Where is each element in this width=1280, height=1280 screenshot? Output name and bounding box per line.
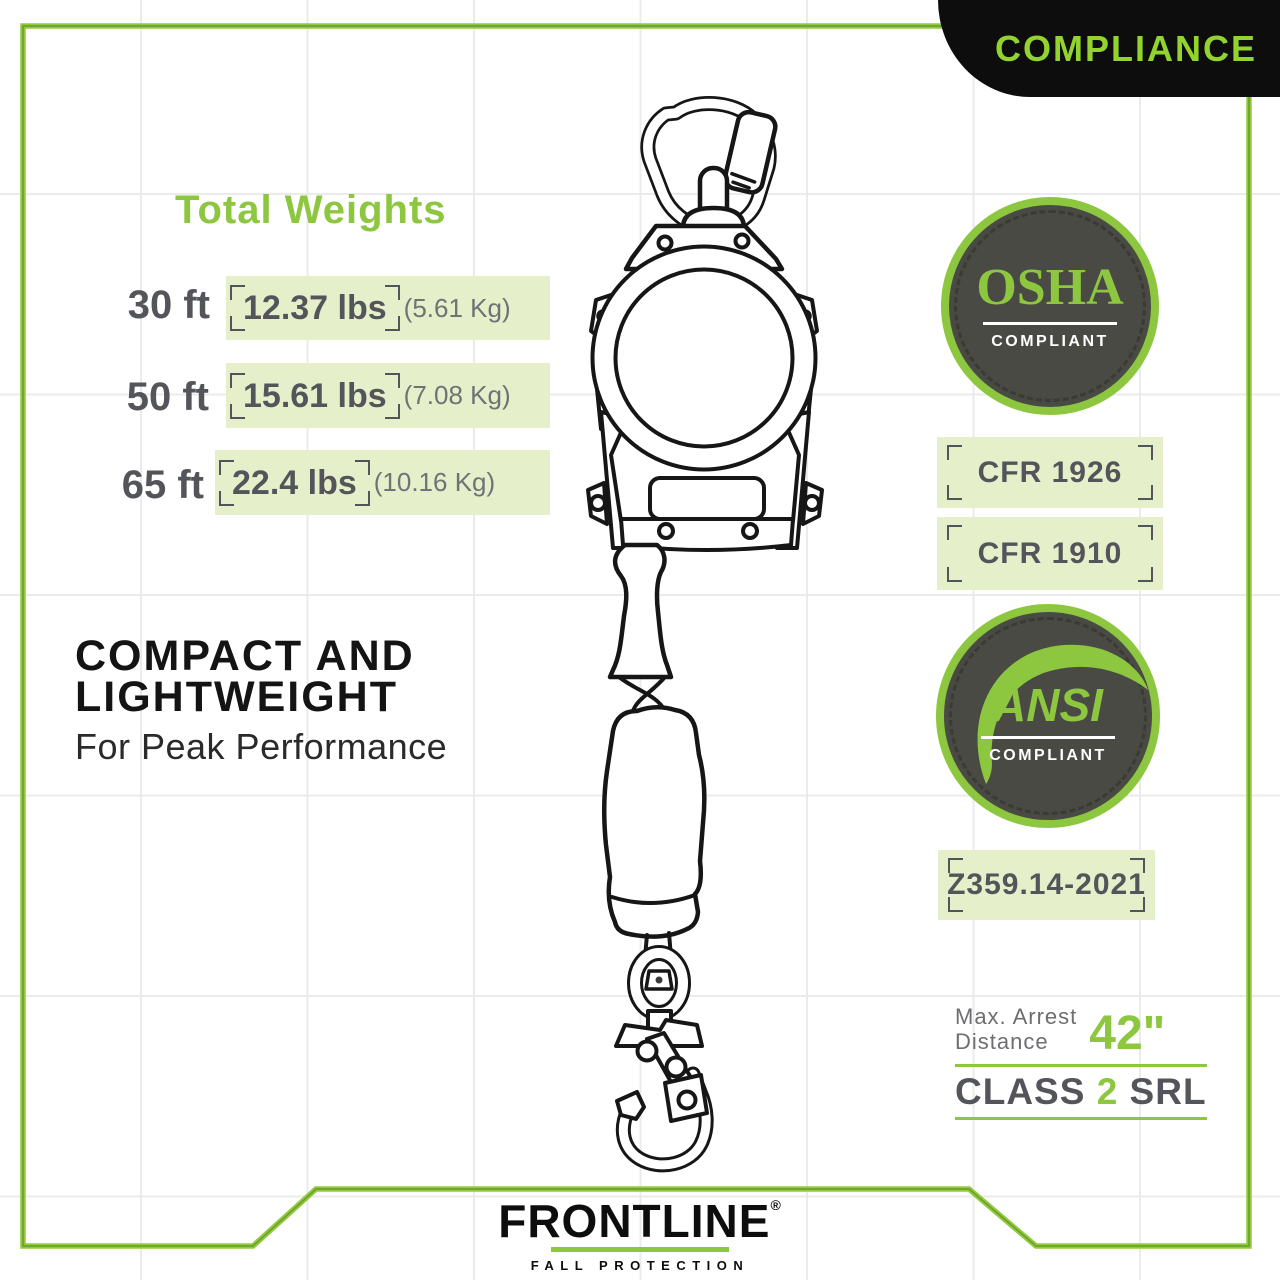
feature-title-line1: COMPACT AND (75, 632, 415, 680)
corner-bracket-icon (219, 490, 234, 506)
corner-bracket-icon (1138, 485, 1153, 500)
osha-compliant-badge: OSHA COMPLIANT (941, 197, 1159, 415)
total-weights-title: Total Weights (175, 188, 447, 232)
corner-bracket-icon (230, 316, 245, 331)
ansi-badge-label: COMPLIANT (989, 746, 1107, 764)
weight-row-length-50ft: 50 ft (126, 375, 209, 419)
badge-divider (983, 321, 1117, 325)
corner-bracket-icon (1138, 445, 1153, 460)
corner-bracket-icon (947, 567, 962, 582)
frontline-logo: FRONTLINE® FALL PROTECTION (490, 1198, 790, 1273)
ansi-swoosh-icon (977, 644, 1148, 784)
specs-block: Max. Arrest Distance 42" CLASS 2 SRL (955, 1004, 1207, 1121)
corner-bracket-icon (219, 459, 234, 475)
corner-bracket-icon (1138, 525, 1153, 540)
weight-row-30ft-highlight: 12.37 lbs (5.61 Kg) (226, 276, 550, 340)
weight-row-length-65ft: 65 ft (121, 463, 204, 507)
srl-class-label: CLASS 2 SRL (955, 1071, 1207, 1113)
registered-mark: ® (770, 1197, 782, 1213)
feature-headline: COMPACT AND LIGHTWEIGHT For Peak Perform… (75, 632, 448, 768)
srl-device (586, 96, 824, 1173)
weight-kg-value: (10.16 Kg) (373, 467, 496, 497)
max-arrest-label: Max. Arrest Distance (955, 1004, 1078, 1055)
snap-hook-icon (614, 945, 714, 1173)
ansi-compliant-badge: ANSI COMPLIANT (936, 604, 1160, 828)
housing-icon (586, 223, 824, 552)
page-border-frame (20, 23, 1252, 1249)
badge-divider (981, 735, 1115, 739)
weight-lbs-value: 22.4 lbs (219, 459, 370, 506)
max-arrest-value: 42" (1089, 1006, 1166, 1060)
corner-bracket-icon (354, 459, 370, 475)
green-divider (955, 1116, 1207, 1121)
weight-row-length-30ft: 30 ft (127, 283, 210, 327)
cfr-1910-box: CFR 1910 (937, 517, 1163, 590)
corner-bracket-icon (230, 372, 245, 388)
corner-bracket-icon (1138, 567, 1153, 582)
logo-underline (551, 1247, 729, 1252)
cfr-1926-box: CFR 1926 (937, 437, 1163, 508)
feature-subtitle: For Peak Performance (75, 726, 448, 767)
weight-lbs-value: 15.61 lbs (230, 372, 400, 419)
weight-kg-value: (7.08 Kg) (403, 380, 511, 410)
corner-bracket-icon (384, 403, 400, 419)
corner-bracket-icon (947, 525, 962, 540)
weight-lbs-value: 12.37 lbs (230, 285, 400, 331)
logo-brand-text: FRONTLINE® (498, 1195, 782, 1247)
ansi-standard-box: Z359.14-2021 (938, 850, 1155, 920)
corner-bracket-icon (230, 285, 245, 300)
corner-bracket-icon (230, 403, 245, 419)
corner-bracket-icon (354, 490, 370, 506)
corner-bracket-icon (384, 285, 400, 300)
weight-kg-value: (5.61 Kg) (403, 292, 511, 323)
energy-absorber-icon (601, 542, 707, 959)
corner-bracket-icon (384, 372, 400, 388)
ansi-badge-name: ANSI (993, 678, 1103, 731)
ansi-standard-label: Z359.14-2021 (947, 868, 1146, 901)
osha-badge-label: COMPLIANT (991, 332, 1109, 350)
feature-title-line2: LIGHTWEIGHT (75, 673, 398, 721)
compliance-banner-label: COMPLIANCE (995, 27, 1257, 69)
corner-bracket-icon (384, 316, 400, 331)
corner-bracket-icon (947, 485, 962, 500)
corner-bracket-icon (948, 858, 963, 873)
cfr-1910-label: CFR 1910 (977, 536, 1123, 570)
compliance-banner: COMPLIANCE (938, 0, 1280, 97)
green-divider (955, 1063, 1207, 1068)
weight-row-65ft-highlight: 22.4 lbs (10.16 Kg) (215, 450, 550, 515)
corner-bracket-icon (1130, 858, 1145, 873)
weight-row-50ft-highlight: 15.61 lbs (7.08 Kg) (226, 363, 550, 428)
corner-bracket-icon (947, 445, 962, 460)
logo-tagline: FALL PROTECTION (530, 1258, 750, 1273)
osha-badge-name: OSHA (976, 258, 1124, 316)
corner-bracket-icon (948, 897, 963, 912)
max-arrest-row: Max. Arrest Distance 42" (955, 1004, 1207, 1060)
cfr-1926-label: CFR 1926 (977, 455, 1123, 489)
corner-bracket-icon (1130, 897, 1145, 912)
